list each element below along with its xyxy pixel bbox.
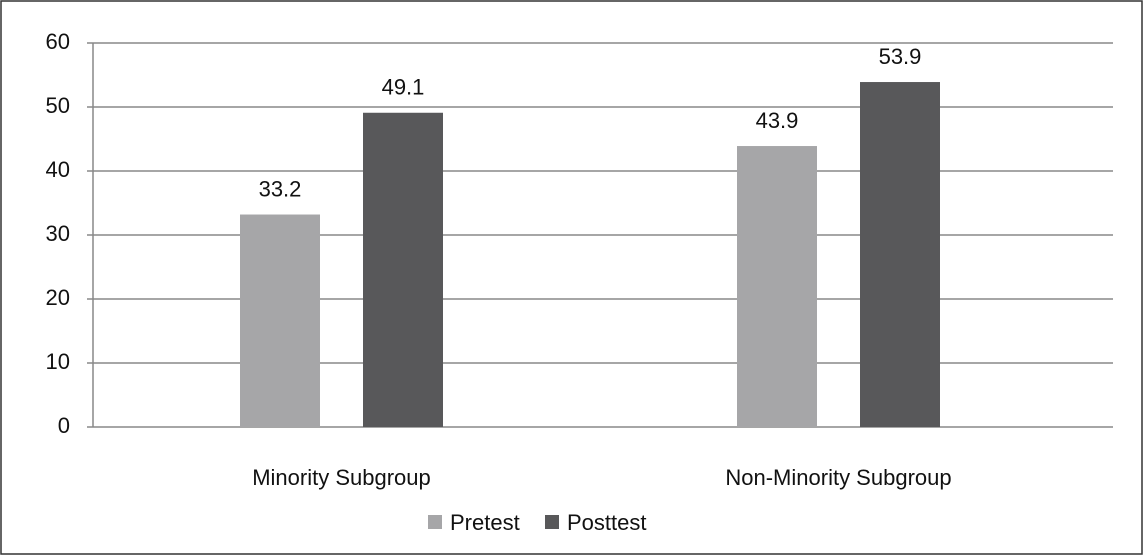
x-tick-label: Minority Subgroup <box>252 465 431 490</box>
x-tick-label: Non-Minority Subgroup <box>725 465 951 490</box>
y-tick-label: 40 <box>46 157 70 182</box>
bar <box>240 214 320 427</box>
y-tick-label: 30 <box>46 221 70 246</box>
y-tick-label: 50 <box>46 93 70 118</box>
legend-label: Posttest <box>567 510 646 535</box>
y-tick-label: 0 <box>58 413 70 438</box>
bar <box>737 146 817 428</box>
y-tick-label: 60 <box>46 29 70 54</box>
legend-swatch <box>545 515 559 529</box>
bar <box>860 82 940 427</box>
legend-label: Pretest <box>450 510 520 535</box>
y-tick-label: 10 <box>46 349 70 374</box>
data-label: 53.9 <box>879 44 922 69</box>
data-label: 49.1 <box>382 75 425 100</box>
data-label: 43.9 <box>756 108 799 133</box>
data-label: 33.2 <box>259 176 302 201</box>
bar <box>363 112 443 427</box>
legend-swatch <box>428 515 442 529</box>
y-tick-label: 20 <box>46 285 70 310</box>
